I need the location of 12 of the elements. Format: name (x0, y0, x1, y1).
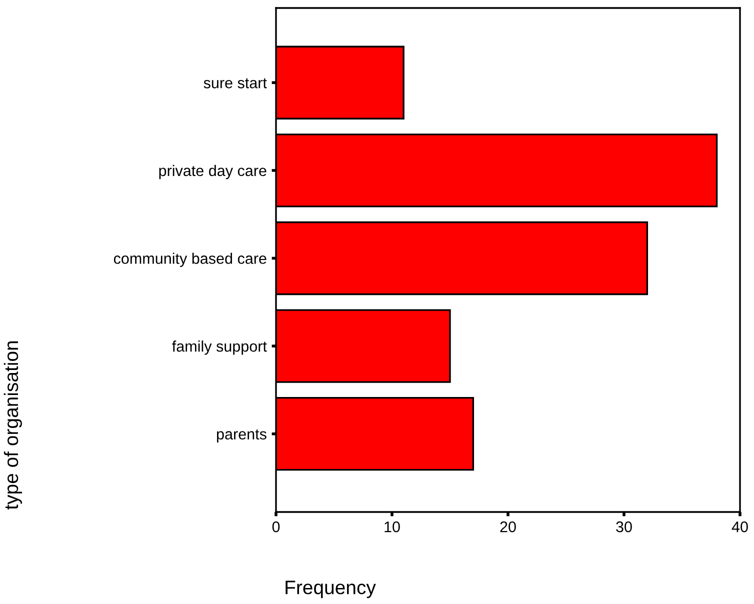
y-tick-label: parents (217, 430, 266, 443)
x-tick-label: 30 (616, 521, 632, 532)
x-tick-label: 20 (500, 521, 516, 532)
y-tick-label: family support (172, 340, 267, 355)
y-tick-label: community based care (114, 252, 266, 267)
x-tick-label: 40 (732, 521, 748, 532)
x-tick-label: 10 (384, 521, 400, 532)
y-tick-label: private day care (159, 164, 266, 180)
y-tick-label: sure start (204, 78, 267, 88)
y-axis-title: type of organisation (4, 341, 22, 510)
x-tick-label: 0 (272, 521, 280, 532)
x-axis-title: Frequency (286, 580, 376, 598)
